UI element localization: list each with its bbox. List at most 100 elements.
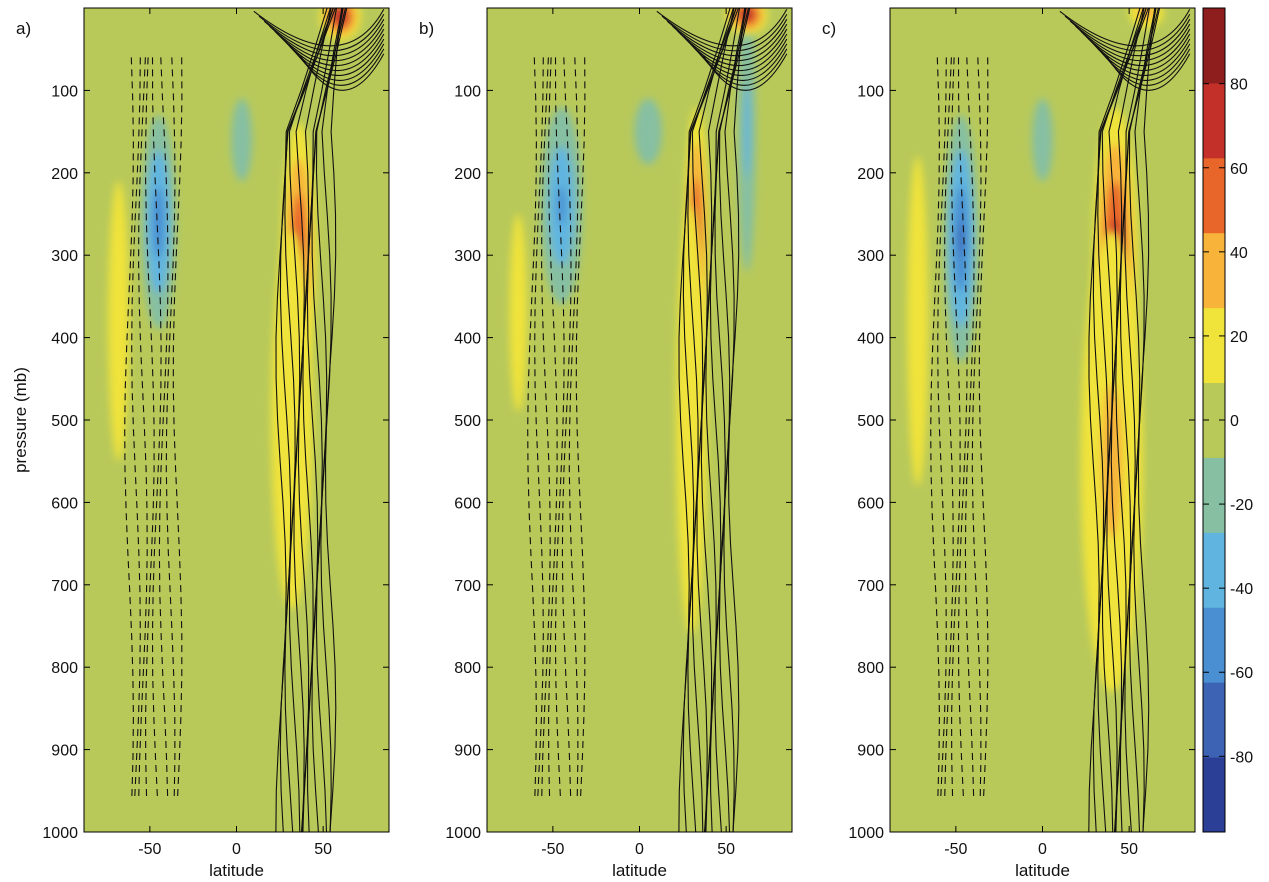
contour-solid xyxy=(677,28,788,66)
y-tick-label: 100 xyxy=(454,83,481,100)
contour-solid xyxy=(311,8,348,832)
colorbar-segment xyxy=(1203,607,1225,683)
shade-level xyxy=(912,238,923,404)
contour-solid xyxy=(727,8,746,832)
y-tick-label: 100 xyxy=(51,83,78,100)
contour-dashed xyxy=(978,57,989,800)
contour-solid xyxy=(682,33,788,71)
y-tick-label: 600 xyxy=(857,495,884,512)
anomaly-feature-1 xyxy=(141,115,176,330)
colorbar-segment xyxy=(1203,82,1225,159)
colorbar-tick-label: -20 xyxy=(1230,497,1253,514)
panel-3: 100 200 300 400 500 600 700 800 900 1000 -50 0 50 lat… xyxy=(822,7,1196,880)
y-tick-label: 800 xyxy=(51,660,78,677)
contour-solid xyxy=(1106,53,1191,91)
contour-dashed xyxy=(575,57,586,800)
y-axis-label: pressure (mb) xyxy=(11,367,30,473)
y-tick-label: 700 xyxy=(454,578,481,595)
shade-level xyxy=(641,115,656,149)
shade-level xyxy=(509,214,527,412)
contour-solid xyxy=(703,53,788,91)
shade-level xyxy=(236,119,247,161)
x-tick-label: 50 xyxy=(314,841,332,858)
y-tick-label: 900 xyxy=(454,743,481,760)
contour-solid xyxy=(324,8,343,832)
contour-dashed xyxy=(944,57,954,800)
contour-dashed xyxy=(145,57,155,800)
anomaly-feature-3 xyxy=(1032,98,1053,182)
colorbar-segment xyxy=(1203,382,1225,458)
shade-level xyxy=(113,251,124,392)
x-tick-label: -50 xyxy=(944,841,967,858)
colorbar-segment xyxy=(1203,457,1225,533)
contour-lines xyxy=(527,8,788,832)
contour-dashed xyxy=(554,57,565,800)
colorbar-segment xyxy=(1203,682,1225,758)
y-tick-label: 700 xyxy=(857,578,884,595)
y-tick-label: 400 xyxy=(51,331,78,348)
y-tick-label: 400 xyxy=(454,331,481,348)
contour-solid xyxy=(269,23,385,62)
shade-level xyxy=(155,204,162,241)
contour-solid xyxy=(714,8,751,832)
contour-dashed xyxy=(158,57,169,800)
y-tick-label: 700 xyxy=(51,578,78,595)
x-tick-label: 50 xyxy=(1120,841,1138,858)
contour-dashed xyxy=(957,57,968,800)
colorbar-segment xyxy=(1203,757,1225,833)
contour-solid xyxy=(1124,8,1161,832)
contour-dashed xyxy=(548,57,558,800)
x-axis-label: latitude xyxy=(209,861,264,880)
contour-solid xyxy=(1059,9,1191,47)
contour-dashed xyxy=(165,57,176,800)
y-tick-label: 1000 xyxy=(42,825,78,842)
panel-label: a) xyxy=(16,19,31,38)
colorbar-tick-label: 80 xyxy=(1230,77,1248,94)
y-tick-label: 400 xyxy=(857,331,884,348)
contour-solid xyxy=(1097,8,1149,832)
colorbar-segment xyxy=(1203,157,1225,234)
contour-solid xyxy=(1137,8,1156,832)
colorbar-segment xyxy=(1203,8,1225,84)
contour-lines xyxy=(124,8,385,832)
y-tick-label: 500 xyxy=(51,413,78,430)
contour-solid xyxy=(1085,33,1191,71)
panel-2: 100 200 300 400 500 600 700 800 900 1000 -50 0 50 lat… xyxy=(419,7,793,880)
contour-solid xyxy=(274,28,385,66)
contour-dashed xyxy=(534,57,544,800)
contour-solid xyxy=(263,18,385,57)
contour-solid xyxy=(300,53,385,91)
y-tick-label: 600 xyxy=(454,495,481,512)
colorbar-segment xyxy=(1203,232,1225,309)
contour-solid xyxy=(700,8,735,832)
contour-dashed xyxy=(937,57,947,800)
y-tick-label: 1000 xyxy=(848,825,884,842)
shade-level xyxy=(958,221,964,257)
panel-label: c) xyxy=(822,19,836,38)
colorbar-segment xyxy=(1203,532,1225,608)
contour-solid xyxy=(672,23,788,62)
contour-solid xyxy=(666,18,788,57)
contour-solid xyxy=(661,13,788,52)
colorbar-tick-label: 40 xyxy=(1230,245,1248,262)
y-tick-label: 500 xyxy=(857,413,884,430)
contour-dashed xyxy=(964,57,975,800)
y-tick-label: 600 xyxy=(51,495,78,512)
colorbar-segment xyxy=(1203,307,1225,384)
colorbar-tick-label: -40 xyxy=(1230,581,1253,598)
colorbar-tick-label: 0 xyxy=(1230,413,1239,430)
contour-dashed xyxy=(561,57,572,800)
y-tick-label: 200 xyxy=(857,166,884,183)
contour-dashed xyxy=(138,57,148,800)
anomaly-feature-3 xyxy=(634,98,663,165)
contour-dashed xyxy=(527,57,537,800)
y-tick-label: 900 xyxy=(857,743,884,760)
contour-solid xyxy=(1080,28,1191,66)
panel-1: 100 200 300 400 500 600 700 800 900 1000 -50 0 50 lat… xyxy=(16,7,390,880)
x-tick-label: 50 xyxy=(717,841,735,858)
y-tick-label: 900 xyxy=(51,743,78,760)
x-axis-label: latitude xyxy=(1015,861,1070,880)
y-tick-label: 300 xyxy=(857,248,884,265)
contour-solid xyxy=(258,13,385,52)
